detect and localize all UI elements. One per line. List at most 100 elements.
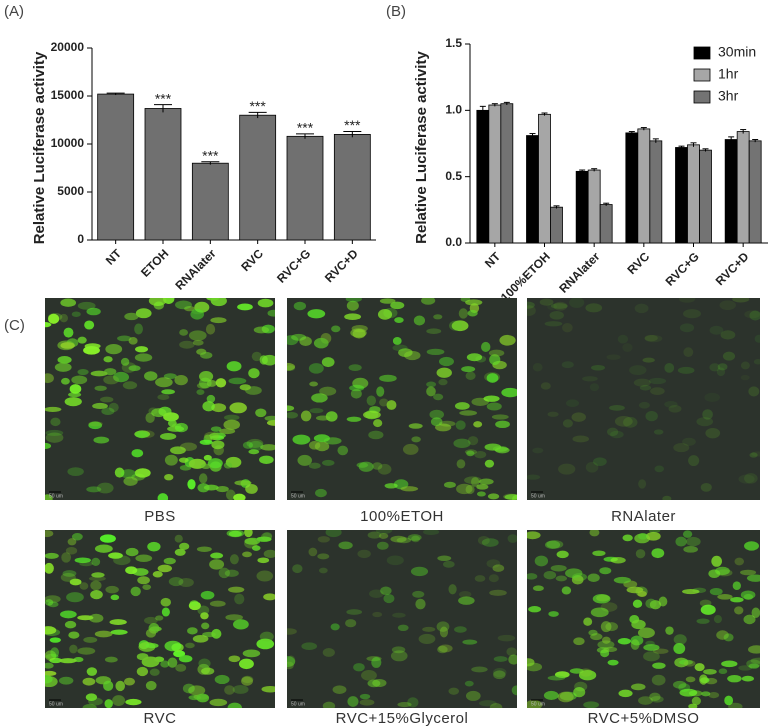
cell xyxy=(322,648,335,657)
cell xyxy=(123,677,136,686)
cell xyxy=(144,371,158,381)
image-caption: RVC+5%DMSO xyxy=(588,710,700,727)
cell xyxy=(456,483,473,495)
bar xyxy=(333,133,371,241)
cell xyxy=(50,647,59,658)
cell xyxy=(135,554,153,562)
cell xyxy=(748,386,760,397)
cell xyxy=(488,574,499,583)
cell xyxy=(648,377,667,385)
cell xyxy=(246,438,264,448)
cells xyxy=(287,530,517,708)
cell xyxy=(82,677,96,686)
y-tick-label: 10000 xyxy=(51,136,85,150)
cell xyxy=(90,590,103,600)
cell xyxy=(623,416,638,428)
cell xyxy=(652,662,666,669)
cell xyxy=(315,488,327,498)
cell xyxy=(644,334,658,342)
cell xyxy=(64,397,82,407)
cell xyxy=(550,303,568,309)
cell xyxy=(179,340,195,349)
cell xyxy=(248,449,260,455)
cell xyxy=(202,401,215,412)
cell xyxy=(114,467,125,478)
scale-bar-label: 50 um xyxy=(49,493,63,499)
cell xyxy=(79,582,89,590)
cell xyxy=(108,552,123,559)
cell xyxy=(366,656,382,662)
cell xyxy=(453,438,471,448)
cell xyxy=(300,410,312,422)
cell xyxy=(248,368,260,379)
cell xyxy=(642,357,655,363)
error-bar xyxy=(201,161,220,165)
cell xyxy=(418,633,436,644)
cell xyxy=(198,658,211,669)
cell xyxy=(458,596,475,605)
cell xyxy=(701,691,711,697)
micrograph: 50 um xyxy=(527,530,760,708)
cell xyxy=(368,430,384,440)
cell xyxy=(142,584,152,591)
cell xyxy=(437,555,452,562)
cell xyxy=(658,596,668,607)
cell xyxy=(377,463,392,475)
cell xyxy=(422,626,436,632)
cell xyxy=(683,546,699,553)
cell xyxy=(727,674,742,683)
scale-bar-label: 50 um xyxy=(531,701,545,707)
cell xyxy=(379,298,396,304)
cell xyxy=(715,566,730,576)
cell xyxy=(572,435,590,443)
cell xyxy=(74,557,91,564)
cell xyxy=(685,536,701,547)
cell xyxy=(147,541,161,552)
cell xyxy=(122,381,138,390)
cell xyxy=(386,555,404,566)
cell xyxy=(407,697,419,708)
cell xyxy=(123,476,138,486)
bar xyxy=(286,135,324,241)
cell xyxy=(48,313,60,324)
cell xyxy=(458,308,468,319)
cell xyxy=(69,644,78,654)
cell xyxy=(79,561,93,567)
cell xyxy=(634,303,649,314)
cell xyxy=(91,557,101,567)
cell xyxy=(372,678,387,688)
cell xyxy=(299,336,312,347)
cell xyxy=(88,576,106,582)
cell xyxy=(125,547,139,557)
y-tick-label: 0 xyxy=(77,232,84,246)
cell xyxy=(173,650,186,658)
cell xyxy=(318,567,328,574)
cell xyxy=(367,679,381,688)
error-bar xyxy=(553,205,560,209)
cell xyxy=(708,691,720,699)
cell xyxy=(68,392,82,398)
cell xyxy=(104,656,118,663)
cell xyxy=(214,674,230,685)
error-bar xyxy=(248,111,267,119)
cell xyxy=(331,325,341,333)
cell xyxy=(198,377,212,389)
cell xyxy=(184,306,195,312)
cell xyxy=(157,394,170,401)
cell xyxy=(163,412,179,422)
cell xyxy=(583,701,600,708)
cell xyxy=(86,307,101,316)
cell xyxy=(163,557,176,565)
cell xyxy=(547,411,559,417)
cell xyxy=(587,573,600,583)
cell xyxy=(682,530,693,538)
cell xyxy=(54,362,72,372)
cell xyxy=(392,344,408,352)
cell xyxy=(145,412,155,424)
error-bar xyxy=(503,101,510,106)
cell xyxy=(532,447,544,454)
cell xyxy=(66,592,84,603)
cell xyxy=(45,650,57,661)
micrograph: 50 um xyxy=(287,298,517,500)
cell xyxy=(92,402,108,410)
